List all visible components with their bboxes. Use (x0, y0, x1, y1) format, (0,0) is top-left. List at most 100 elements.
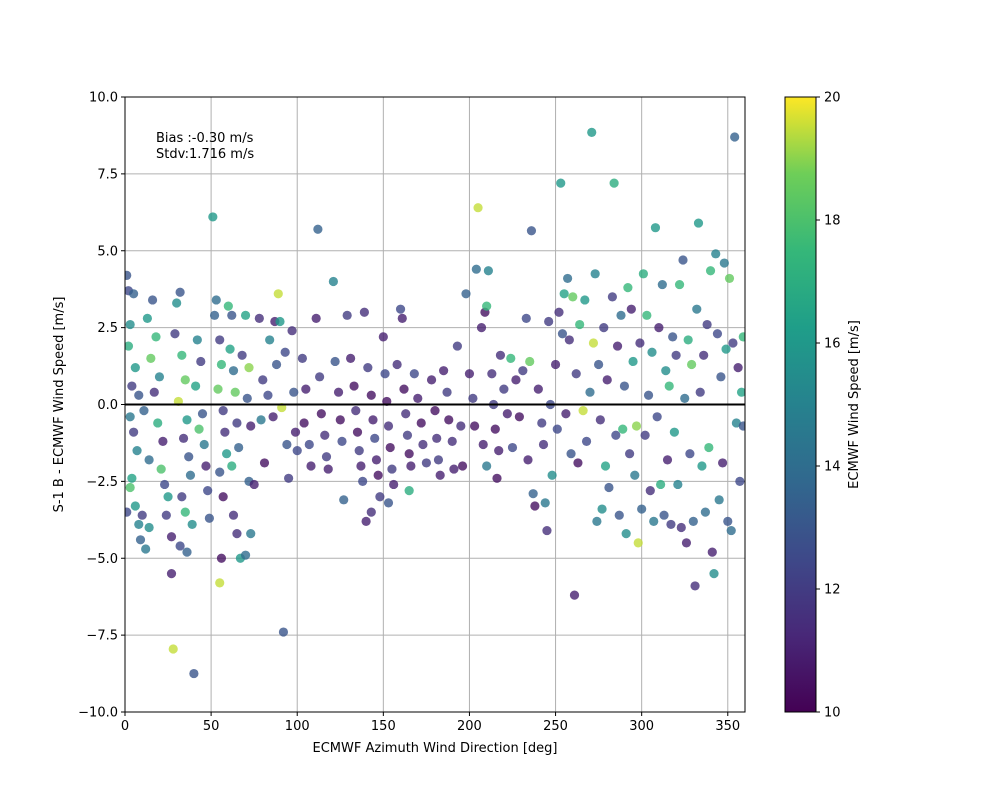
x-tick-label: 100 (285, 719, 310, 734)
data-point (199, 439, 209, 450)
data-point (456, 421, 466, 431)
data-point (244, 363, 254, 373)
x-axis-label: ECMWF Azimuth Wind Direction [deg] (313, 741, 558, 756)
data-point (594, 359, 604, 370)
data-point (246, 529, 256, 539)
data-point (533, 384, 543, 394)
data-point (573, 458, 583, 468)
data-point (681, 538, 692, 548)
data-point (256, 415, 266, 425)
data-point (616, 310, 626, 320)
x-tick-label: 0 (121, 719, 129, 734)
data-point (723, 516, 733, 526)
data-point (654, 323, 664, 333)
data-point (471, 264, 481, 274)
data-point (351, 406, 361, 416)
data-point (395, 304, 406, 314)
data-point (328, 276, 338, 287)
data-point (600, 461, 611, 471)
data-point (313, 224, 323, 234)
data-point (215, 578, 225, 588)
data-point (268, 412, 278, 422)
data-point (240, 550, 251, 560)
data-point (189, 668, 199, 679)
x-tick-label: 300 (629, 719, 654, 734)
data-point (707, 547, 717, 557)
y-tick-label: −7.5 (86, 629, 118, 644)
data-point (125, 507, 132, 517)
data-point (304, 439, 314, 450)
data-point (735, 476, 745, 486)
data-point (733, 363, 743, 373)
data-point (125, 341, 134, 351)
data-point (623, 283, 633, 293)
data-point (175, 541, 185, 551)
data-point (215, 335, 225, 345)
data-point (378, 332, 388, 342)
data-point (278, 627, 289, 637)
y-tick-label: −10.0 (78, 706, 118, 721)
data-point (588, 338, 599, 348)
data-point (526, 226, 537, 236)
data-point (275, 316, 285, 327)
data-point (359, 307, 369, 317)
data-point (566, 449, 576, 459)
data-point (668, 332, 678, 342)
data-point (470, 421, 480, 431)
data-point (301, 384, 311, 394)
data-point (363, 363, 373, 373)
data-point (476, 323, 487, 333)
data-point (204, 513, 214, 523)
x-tick-label: 350 (715, 719, 740, 734)
data-point (339, 495, 349, 505)
data-point (209, 310, 220, 320)
data-point (575, 319, 585, 330)
data-point (178, 433, 189, 443)
data-point (550, 359, 561, 370)
data-point (563, 273, 573, 284)
x-axis-ticks: 0 50 100 150 200 250 300 350 (121, 712, 740, 734)
data-point (547, 470, 557, 480)
data-point (194, 424, 204, 434)
data-point (468, 393, 478, 403)
data-point (397, 313, 407, 323)
data-point (688, 516, 698, 526)
data-point (592, 516, 602, 526)
data-point (182, 415, 192, 425)
data-point (625, 449, 635, 459)
data-point (142, 313, 152, 323)
data-point (323, 464, 333, 474)
data-point (561, 409, 571, 419)
data-point (342, 310, 352, 320)
data-point (246, 421, 256, 431)
data-point (125, 270, 132, 280)
data-point (228, 510, 239, 520)
data-point (130, 501, 140, 511)
data-point (614, 510, 624, 520)
data-point (738, 332, 745, 342)
data-point (375, 492, 385, 502)
colorbar-tick-label: 16 (824, 337, 841, 352)
data-point (680, 393, 690, 403)
data-point (192, 335, 202, 345)
data-point (232, 418, 242, 428)
data-point (404, 449, 414, 459)
x-tick-label: 50 (203, 719, 220, 734)
data-point (177, 492, 187, 502)
data-point (699, 350, 709, 360)
data-point (149, 387, 159, 397)
data-point (631, 421, 642, 431)
data-point (249, 479, 259, 490)
data-point (523, 455, 533, 465)
x-tick-label: 200 (457, 719, 482, 734)
colorbar-ticks: 10 12 14 16 18 20 (816, 91, 841, 721)
data-point (538, 439, 549, 450)
data-point (387, 464, 397, 474)
data-point (630, 470, 640, 480)
data-point (147, 295, 158, 305)
data-point (447, 436, 457, 446)
data-point (444, 415, 454, 425)
data-point (528, 489, 538, 499)
data-point (180, 507, 190, 517)
